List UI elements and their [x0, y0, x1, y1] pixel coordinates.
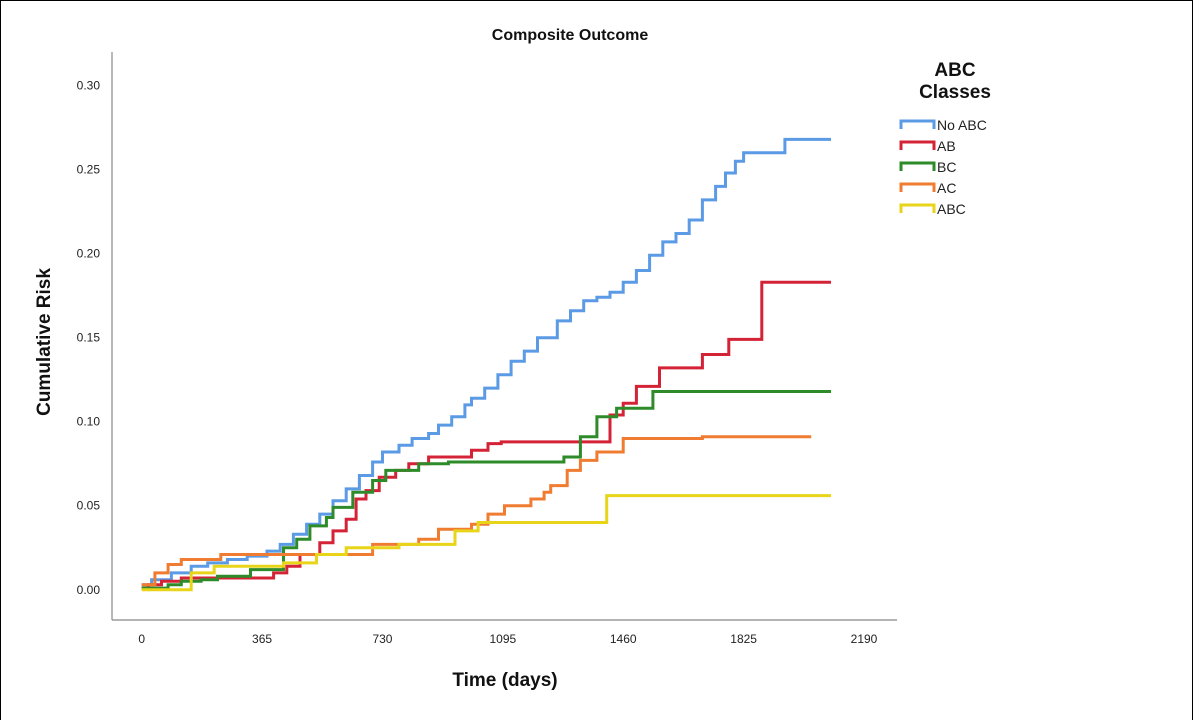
legend-label: AC — [937, 180, 956, 196]
legend-swatch — [899, 203, 936, 213]
axis-ticks: 0 365 730 1095 1460 1825 2190 0.00 0.05 0.10 0.15 0… — [77, 79, 878, 646]
legend-swatch — [899, 161, 936, 171]
legend-swatch — [899, 119, 936, 129]
y-tick-label: 0.05 — [77, 499, 101, 513]
series-line-no-abc — [141, 137, 831, 587]
series-line-ac — [141, 435, 812, 587]
x-axis-label: Time (days) — [452, 670, 557, 691]
x-tick-label: 730 — [372, 632, 392, 646]
x-tick-label: 1460 — [610, 632, 637, 646]
series-line-abc — [141, 494, 831, 592]
y-tick-label: 0.15 — [77, 331, 101, 345]
legend-item: No ABC — [899, 117, 987, 133]
legend-swatch — [899, 140, 936, 150]
legend-swatch — [899, 182, 936, 192]
legend-item: ABC — [899, 201, 966, 217]
legend-item: AC — [899, 180, 956, 196]
x-tick-label: 365 — [252, 632, 272, 646]
legend-label: AB — [937, 138, 956, 154]
legend-label: No ABC — [937, 117, 987, 133]
legend-item: BC — [899, 159, 956, 175]
legend-label: ABC — [937, 201, 966, 217]
legend-item: AB — [899, 138, 956, 154]
y-tick-label: 0.00 — [77, 583, 101, 597]
series-line-bc — [141, 390, 831, 590]
y-tick-label: 0.25 — [77, 163, 101, 177]
series-line-ab — [141, 280, 831, 590]
x-tick-label: 2190 — [851, 632, 878, 646]
y-tick-label: 0.20 — [77, 247, 101, 261]
x-tick-label: 0 — [138, 632, 145, 646]
legend-title: ABC Classes — [919, 60, 991, 103]
legend: ABC Classes No ABC AB BC AC ABC — [899, 60, 991, 217]
y-tick-label: 0.30 — [77, 79, 101, 93]
x-tick-label: 1095 — [489, 632, 516, 646]
y-tick-label: 0.10 — [77, 415, 101, 429]
y-axis-label: Cumulative Risk — [34, 268, 55, 416]
series-group — [141, 137, 831, 592]
x-tick-label: 1825 — [730, 632, 757, 646]
legend-label: BC — [937, 159, 956, 175]
chart-title: Composite Outcome — [492, 27, 649, 44]
